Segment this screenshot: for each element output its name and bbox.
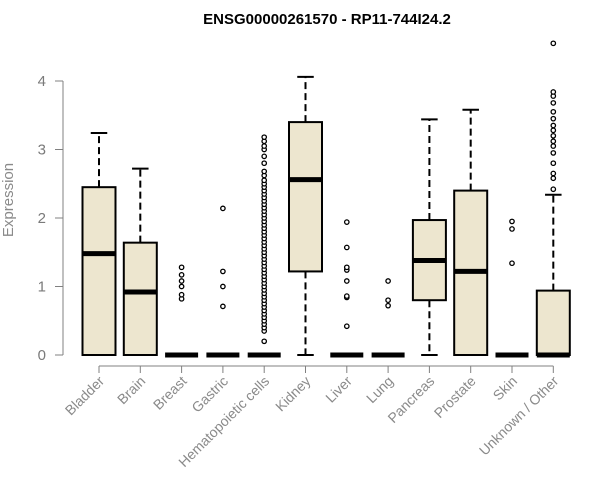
outlier-point — [261, 143, 268, 149]
outlier-point — [178, 272, 185, 278]
outlier-point — [550, 175, 557, 182]
box-unknown-other — [535, 40, 571, 358]
outlier-point — [220, 283, 226, 290]
outlier-point — [261, 153, 268, 160]
outlier-point — [343, 323, 350, 330]
outlier-point — [550, 150, 557, 156]
y-axis-label: Expression — [0, 163, 17, 237]
outlier-point — [550, 127, 557, 134]
x-tick-label-lung: Lung — [363, 373, 396, 406]
outlier-point — [550, 40, 557, 47]
outlier-point — [385, 302, 391, 309]
outlier-point — [550, 132, 557, 139]
outlier-point — [550, 186, 557, 193]
box-kidney — [288, 75, 323, 356]
outlier-point — [261, 160, 268, 167]
box-pancreas — [411, 118, 447, 356]
y-tick-label: 4 — [38, 73, 46, 90]
outlier-point — [261, 134, 268, 141]
x-tick-label-liver: Liver — [322, 373, 355, 406]
outlier-point — [385, 297, 391, 304]
outlier-point — [343, 244, 350, 251]
outlier-point — [343, 219, 350, 225]
outlier-point — [220, 205, 226, 212]
outlier-point — [550, 108, 557, 115]
x-tick-label-breast: Breast — [150, 373, 190, 413]
outlier-point — [343, 293, 350, 299]
outlier-point — [385, 278, 391, 284]
outlier-point — [550, 100, 557, 106]
x-tick-label-kidney: Kidney — [272, 373, 314, 415]
plot-area — [81, 40, 571, 358]
outlier-point — [178, 264, 185, 271]
outlier-point — [550, 122, 557, 129]
x-tick-label-skin: Skin — [490, 373, 521, 404]
box-lung — [371, 278, 405, 358]
box-body — [288, 121, 323, 273]
box-body — [81, 186, 117, 356]
y-tick-label: 2 — [38, 210, 46, 227]
x-tick-label-brain: Brain — [114, 373, 148, 407]
outlier-point — [220, 268, 226, 275]
chart-title: ENSG00000261570 - RP11-744I24.2 — [203, 11, 451, 28]
box-body — [122, 241, 158, 356]
outlier-point — [178, 278, 185, 284]
x-tick-label-bladder: Bladder — [62, 373, 108, 419]
outlier-point — [178, 291, 185, 298]
x-tick-label-prostate: Prostate — [431, 373, 479, 421]
box-bladder — [81, 132, 117, 356]
outlier-point — [550, 143, 557, 149]
outlier-point — [550, 170, 557, 177]
box-liver — [330, 219, 364, 358]
outlier-point — [343, 278, 350, 284]
axes: 0 1 2 3 4 — [38, 73, 554, 373]
y-tick-label: 1 — [38, 279, 46, 296]
outlier-point — [220, 303, 226, 310]
box-hematopoietic-cells — [247, 134, 281, 358]
y-tick-label: 3 — [38, 142, 46, 159]
outlier-point — [261, 177, 268, 184]
box-gastric — [206, 205, 240, 358]
outlier-point — [509, 226, 515, 232]
outlier-point — [550, 89, 557, 95]
outlier-point — [550, 160, 557, 167]
outlier-point — [509, 260, 515, 267]
outlier-point — [343, 264, 350, 271]
box-brain — [122, 167, 158, 356]
outlier-point — [550, 138, 557, 145]
outlier-point — [550, 115, 557, 122]
box-prostate — [453, 108, 489, 356]
y-tick-label: 0 — [38, 347, 46, 364]
outlier-point — [509, 218, 515, 225]
outlier-point — [261, 168, 268, 175]
box-skin — [495, 218, 529, 358]
outlier-point — [178, 283, 185, 290]
box-body — [535, 289, 571, 356]
outlier-point — [261, 338, 268, 345]
box-breast — [165, 264, 199, 358]
